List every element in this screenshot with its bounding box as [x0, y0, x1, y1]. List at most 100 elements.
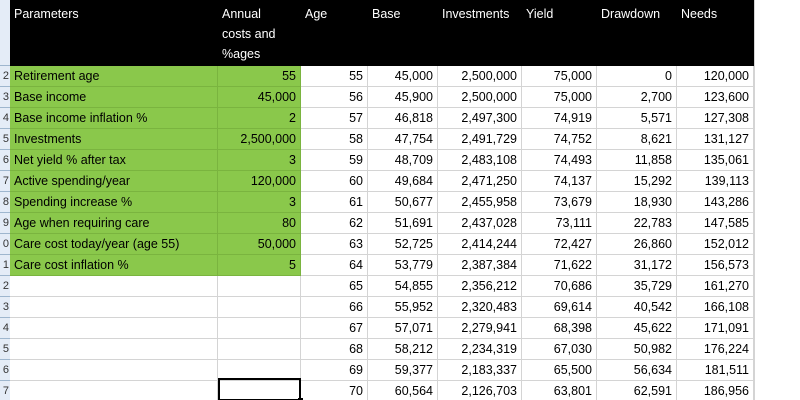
- row-number[interactable]: 7: [0, 171, 10, 192]
- row-number[interactable]: 2: [0, 276, 10, 297]
- cell-drawdown[interactable]: 22,783: [597, 213, 677, 234]
- param-value[interactable]: 5: [218, 255, 301, 276]
- row-number[interactable]: 4: [0, 318, 10, 339]
- cell-age[interactable]: 58: [301, 129, 368, 150]
- empty-cell[interactable]: [10, 318, 218, 339]
- cell-needs[interactable]: 120,000: [677, 66, 754, 87]
- cell-needs[interactable]: 131,127: [677, 129, 754, 150]
- cell-age[interactable]: 66: [301, 297, 368, 318]
- cell-investments[interactable]: 2,279,941: [438, 318, 522, 339]
- cell-drawdown[interactable]: 56,634: [597, 360, 677, 381]
- param-value[interactable]: 45,000: [218, 87, 301, 108]
- cell-drawdown[interactable]: 2,700: [597, 87, 677, 108]
- cell-drawdown[interactable]: 5,571: [597, 108, 677, 129]
- cell-needs[interactable]: 186,956: [677, 381, 754, 400]
- cell-investments[interactable]: 2,500,000: [438, 66, 522, 87]
- row-number[interactable]: 5: [0, 339, 10, 360]
- row-number[interactable]: 6: [0, 360, 10, 381]
- cell-age[interactable]: 65: [301, 276, 368, 297]
- row-number[interactable]: 4: [0, 108, 10, 129]
- cell-needs[interactable]: 127,308: [677, 108, 754, 129]
- cell-base[interactable]: 59,377: [368, 360, 438, 381]
- cell-base[interactable]: 54,855: [368, 276, 438, 297]
- param-label[interactable]: Net yield % after tax: [10, 150, 218, 171]
- param-value[interactable]: 2: [218, 108, 301, 129]
- cell-needs[interactable]: 135,061: [677, 150, 754, 171]
- param-label[interactable]: Care cost inflation %: [10, 255, 218, 276]
- param-label[interactable]: Investments: [10, 129, 218, 150]
- cell-needs[interactable]: 156,573: [677, 255, 754, 276]
- empty-column[interactable]: [754, 0, 800, 400]
- cell-investments[interactable]: 2,320,483: [438, 297, 522, 318]
- cell-investments[interactable]: 2,356,212: [438, 276, 522, 297]
- cell-investments[interactable]: 2,183,337: [438, 360, 522, 381]
- cell-needs[interactable]: 181,511: [677, 360, 754, 381]
- cell-investments[interactable]: 2,471,250: [438, 171, 522, 192]
- cell-needs[interactable]: 171,091: [677, 318, 754, 339]
- param-label[interactable]: Base income inflation %: [10, 108, 218, 129]
- cell-drawdown[interactable]: 8,621: [597, 129, 677, 150]
- param-value[interactable]: 3: [218, 150, 301, 171]
- param-label[interactable]: Age when requiring care: [10, 213, 218, 234]
- cell-base[interactable]: 51,691: [368, 213, 438, 234]
- row-number[interactable]: 7: [0, 381, 10, 400]
- cell-needs[interactable]: 161,270: [677, 276, 754, 297]
- empty-cell[interactable]: [10, 339, 218, 360]
- cell-needs[interactable]: 176,224: [677, 339, 754, 360]
- cell-base[interactable]: 58,212: [368, 339, 438, 360]
- cell-investments[interactable]: 2,500,000: [438, 87, 522, 108]
- cell-base[interactable]: 52,725: [368, 234, 438, 255]
- row-number[interactable]: 1: [0, 255, 10, 276]
- header-needs[interactable]: Needs: [677, 0, 754, 66]
- row-number[interactable]: 6: [0, 150, 10, 171]
- param-label[interactable]: Care cost today/year (age 55): [10, 234, 218, 255]
- cell-base[interactable]: 48,709: [368, 150, 438, 171]
- header-yield[interactable]: Yield: [522, 0, 597, 66]
- empty-cell[interactable]: [10, 297, 218, 318]
- fill-handle[interactable]: [298, 398, 303, 400]
- cell-investments[interactable]: 2,387,384: [438, 255, 522, 276]
- cell-age[interactable]: 70: [301, 381, 368, 400]
- cell-drawdown[interactable]: 0: [597, 66, 677, 87]
- cell-age[interactable]: 55: [301, 66, 368, 87]
- cell-investments[interactable]: 2,126,703: [438, 381, 522, 400]
- cell-investments[interactable]: 2,455,958: [438, 192, 522, 213]
- cell-drawdown[interactable]: 62,591: [597, 381, 677, 400]
- param-value[interactable]: 3: [218, 192, 301, 213]
- cell-yield[interactable]: 69,614: [522, 297, 597, 318]
- cell-age[interactable]: 57: [301, 108, 368, 129]
- cell-base[interactable]: 50,677: [368, 192, 438, 213]
- cell-yield[interactable]: 73,679: [522, 192, 597, 213]
- param-value[interactable]: 2,500,000: [218, 129, 301, 150]
- cell-drawdown[interactable]: 45,622: [597, 318, 677, 339]
- cell-age[interactable]: 63: [301, 234, 368, 255]
- cell-base[interactable]: 46,818: [368, 108, 438, 129]
- cell-yield[interactable]: 74,137: [522, 171, 597, 192]
- cell-age[interactable]: 62: [301, 213, 368, 234]
- cell-drawdown[interactable]: 31,172: [597, 255, 677, 276]
- row-number[interactable]: 5: [0, 129, 10, 150]
- cell-age[interactable]: 59: [301, 150, 368, 171]
- param-label[interactable]: Active spending/year: [10, 171, 218, 192]
- header-annual[interactable]: Annual costs and %ages: [218, 0, 301, 66]
- cell-yield[interactable]: 67,030: [522, 339, 597, 360]
- cell-base[interactable]: 60,564: [368, 381, 438, 400]
- cell-base[interactable]: 49,684: [368, 171, 438, 192]
- cell-yield[interactable]: 74,919: [522, 108, 597, 129]
- cell-base[interactable]: 55,952: [368, 297, 438, 318]
- empty-cell[interactable]: [10, 360, 218, 381]
- param-value[interactable]: 55: [218, 66, 301, 87]
- row-number[interactable]: 8: [0, 192, 10, 213]
- cell-base[interactable]: 47,754: [368, 129, 438, 150]
- param-value[interactable]: 120,000: [218, 171, 301, 192]
- cell-investments[interactable]: 2,491,729: [438, 129, 522, 150]
- cell-investments[interactable]: 2,234,319: [438, 339, 522, 360]
- row-number[interactable]: 3: [0, 87, 10, 108]
- cell-needs[interactable]: 123,600: [677, 87, 754, 108]
- cell-drawdown[interactable]: 40,542: [597, 297, 677, 318]
- header-parameters[interactable]: Parameters: [10, 0, 218, 66]
- cell-age[interactable]: 69: [301, 360, 368, 381]
- cell-drawdown[interactable]: 35,729: [597, 276, 677, 297]
- cell-needs[interactable]: 152,012: [677, 234, 754, 255]
- active-cell-selection[interactable]: [218, 378, 303, 400]
